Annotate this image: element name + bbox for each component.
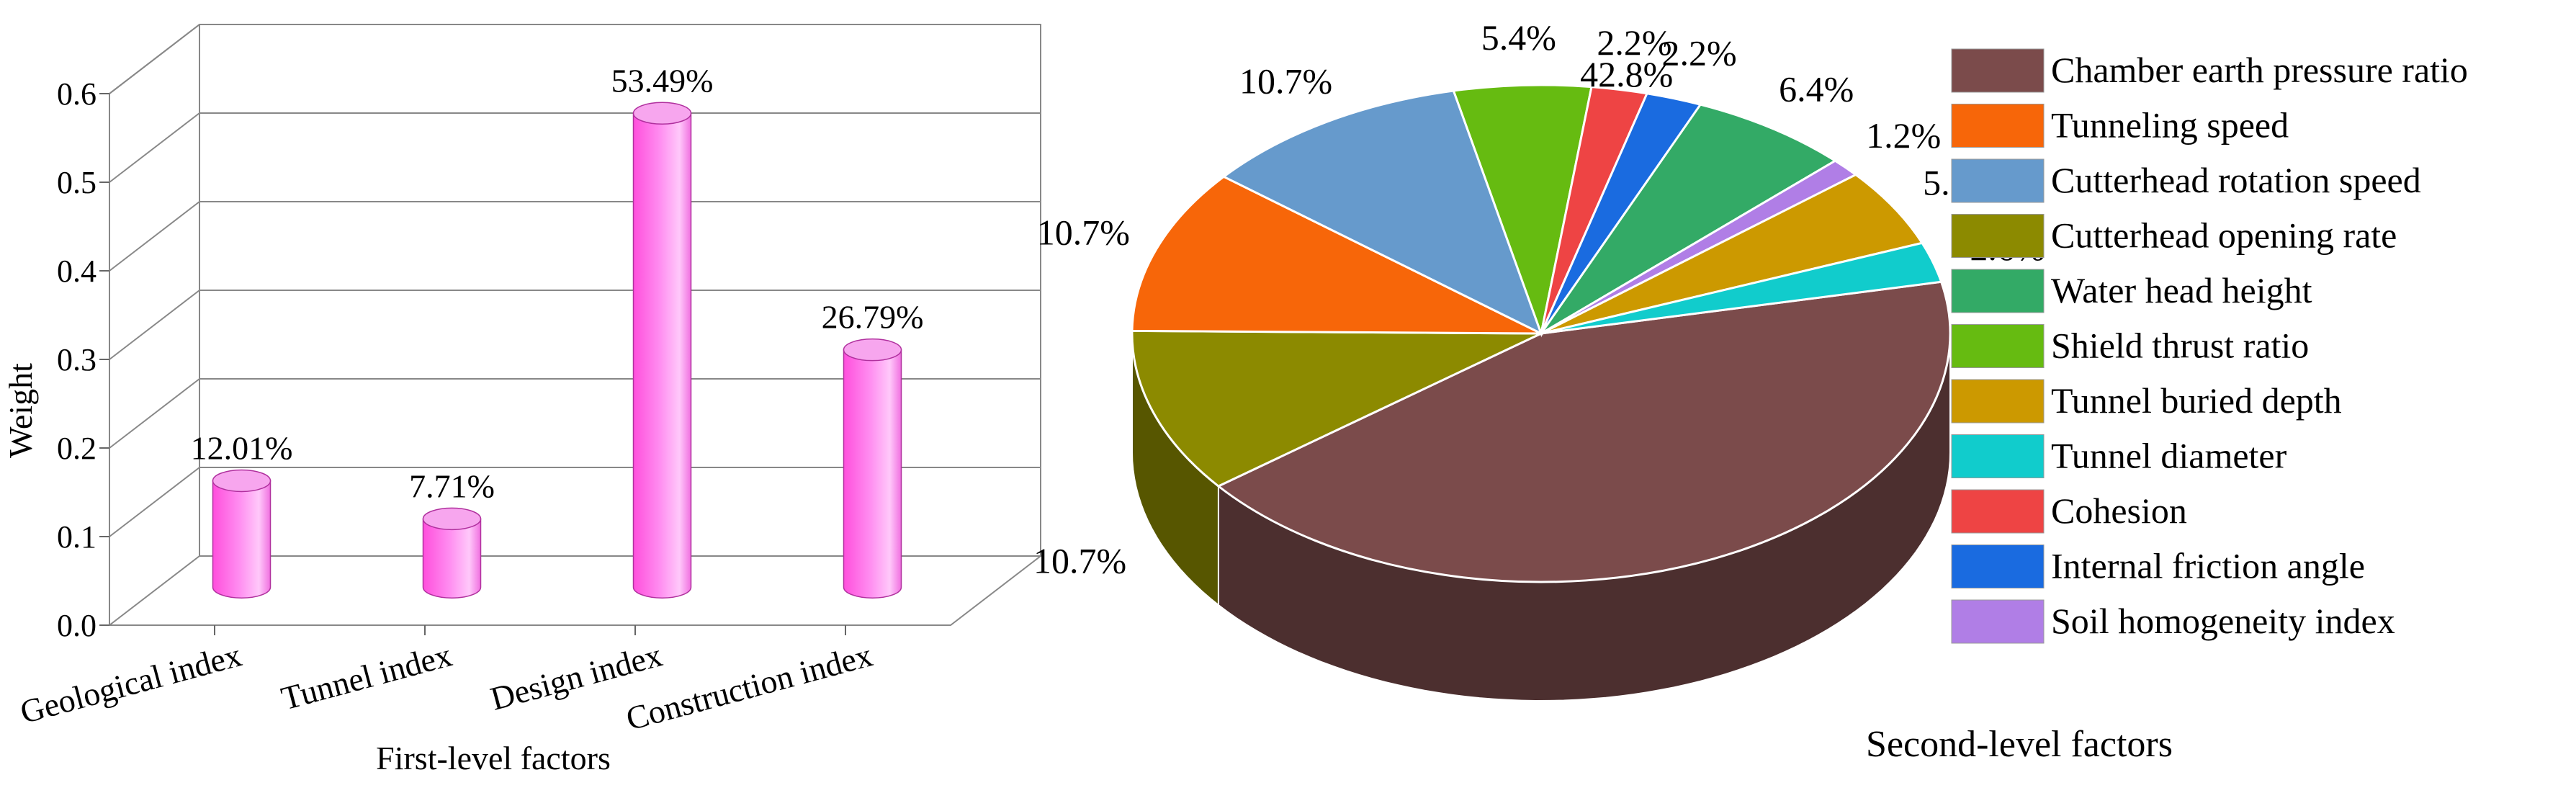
bar: 53.49% — [611, 62, 714, 599]
pie-slice — [1540, 241, 1943, 335]
data-label: 7.71% — [409, 467, 495, 504]
bar-top — [422, 507, 482, 531]
pie-slice-label: 2.2% — [1662, 33, 1737, 73]
bar-body — [632, 112, 692, 599]
legend-item: Cutterhead opening rate — [1951, 214, 2397, 258]
legend-item: Cohesion — [1951, 489, 2187, 534]
y-axis-title: Weight — [2, 363, 39, 458]
legend-item: Chamber earth pressure ratio — [1951, 48, 2468, 93]
legend-label: Cutterhead rotation speed — [2051, 160, 2421, 200]
legend-item: Internal friction angle — [1951, 545, 2365, 588]
bar-top — [843, 338, 902, 362]
legend-item: Water head height — [1951, 269, 2312, 313]
legend-item: Tunnel buried depth — [1951, 379, 2342, 424]
pie-slice — [1131, 329, 1542, 488]
pie-slice-label: 10.7% — [1033, 540, 1126, 581]
y-tick-label: 0.1 — [57, 519, 97, 555]
legend-label: Soil homogeneity index — [2051, 601, 2395, 641]
y-tick-labels: 0.0 0.1 0.2 0.3 0.4 0.5 0.6 — [57, 76, 97, 643]
x-tick-labels: Geological index Tunnel index Design index… — [17, 636, 876, 737]
legend-label: Tunnel buried depth — [2051, 380, 2342, 421]
legend-label: Internal friction angle — [2051, 546, 2365, 586]
pie-slice-label: 42.8% — [1580, 54, 1673, 94]
bars: 12.01% 7.71% 53.49% 26.79% — [191, 62, 924, 599]
pie-slice — [1540, 103, 1838, 335]
bar-top — [632, 102, 692, 125]
legend-swatch — [1951, 48, 2045, 93]
y-tick-label: 0.5 — [57, 165, 97, 200]
y-tick-label: 0.3 — [57, 342, 97, 377]
legend-label: Cutterhead opening rate — [2051, 215, 2397, 256]
data-label: 12.01% — [191, 429, 293, 466]
legend-label: Tunnel diameter — [2051, 436, 2287, 476]
pie-slice-label: 1.2% — [1866, 115, 1941, 156]
pie-slice-label: 10.7% — [1037, 212, 1130, 253]
y-tick-label: 0.6 — [57, 76, 97, 112]
legend-item: Tunneling speed — [1951, 104, 2289, 148]
bar-chart: 0.0 0.1 0.2 0.3 0.4 0.5 0.6 12.01% 7.71% 53.49% 2… — [2, 24, 1043, 776]
y-tick-label: 0.0 — [57, 608, 97, 643]
bar: 12.01% — [191, 429, 293, 599]
legend-item: Tunnel diameter — [1951, 434, 2287, 478]
x-tick-label: Geological index — [17, 636, 246, 730]
gridline-left-wall — [109, 112, 200, 183]
pie-caption: Second-level factors — [1866, 724, 2173, 765]
pie-slice — [1216, 280, 1952, 583]
gridline-left-wall — [109, 24, 200, 94]
pie-slice-label: 6.4% — [1779, 68, 1854, 109]
legend-label: Chamber earth pressure ratio — [2051, 50, 2468, 90]
pie-slice-label: 2.2% — [1597, 22, 1671, 63]
legend-label: Water head height — [2051, 270, 2312, 310]
legend-swatch — [1951, 214, 2045, 258]
bar: 7.71% — [409, 467, 495, 599]
gridline-left-wall — [109, 378, 200, 449]
x-axis-title: First-level factors — [376, 740, 611, 776]
legend-label: Shield thrust ratio — [2051, 326, 2309, 366]
legend-item: Cutterhead rotation speed — [1951, 158, 2421, 203]
gridline-left-wall — [109, 467, 200, 537]
bar-top — [212, 469, 271, 493]
x-tick-label: Tunnel index — [277, 636, 455, 717]
pie-slices — [1131, 84, 1952, 583]
bar-body — [212, 480, 271, 599]
legend-swatch — [1951, 269, 2045, 313]
legend-swatch — [1951, 434, 2045, 478]
legend-swatch — [1951, 104, 2045, 148]
floor — [107, 555, 1043, 626]
legend-label: Cohesion — [2051, 490, 2187, 531]
legend-swatch — [1951, 599, 2045, 644]
pie-slice-label: 10.7% — [1239, 61, 1332, 101]
bar-body — [843, 349, 902, 599]
pie-chart: 42.8% 10.7% 10.7% 10.7% 5.4% 2.2%2.2% 6.4% 1.2%… — [1033, 17, 2468, 765]
y-tick-label: 0.4 — [57, 254, 97, 289]
y-tick-label: 0.2 — [57, 431, 97, 466]
legend-swatch — [1951, 324, 2045, 368]
bar-body — [422, 518, 482, 599]
gridline-left-wall — [109, 201, 200, 272]
data-label: 53.49% — [611, 62, 714, 99]
pie-slice-label: 5.4% — [1481, 17, 1556, 58]
legend-item: Soil homogeneity index — [1951, 599, 2395, 644]
pie-slice — [1131, 175, 1542, 335]
pie-slice — [1540, 173, 1924, 335]
legend-swatch — [1951, 489, 2045, 534]
legend-swatch — [1951, 379, 2045, 424]
pie-slice — [1221, 89, 1543, 336]
data-label: 26.79% — [822, 299, 924, 336]
legend-label: Tunneling speed — [2051, 105, 2289, 145]
bar: 26.79% — [822, 299, 924, 599]
pie-slice — [1452, 84, 1593, 338]
legend: Chamber earth pressure ratio Tunneling sp… — [1951, 48, 2468, 644]
pie-slice-labels: 42.8% 10.7% 10.7% 10.7% 5.4% 2.2%2.2% 6.4% 1.2%… — [1033, 17, 2045, 581]
legend-item: Shield thrust ratio — [1951, 324, 2309, 368]
gridline-left-wall — [109, 290, 200, 360]
legend-swatch — [1951, 158, 2045, 203]
legend-swatch — [1951, 545, 2045, 588]
